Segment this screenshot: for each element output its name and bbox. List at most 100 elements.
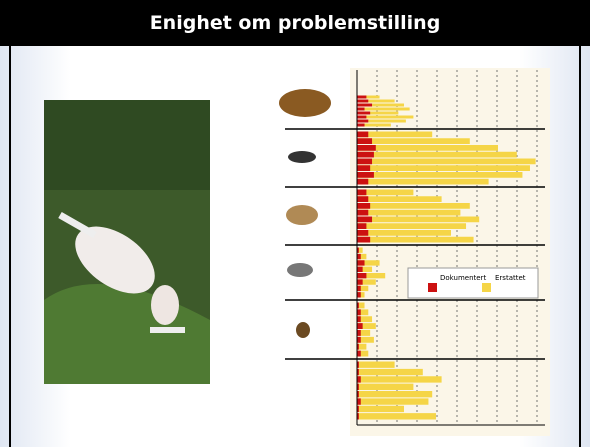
bar — [357, 391, 359, 398]
legend-label: Erstattet — [495, 274, 526, 282]
bar — [357, 336, 374, 343]
bar — [357, 302, 359, 309]
bar — [357, 285, 369, 292]
bar — [357, 343, 367, 350]
bar — [357, 292, 361, 298]
bar — [357, 189, 414, 196]
bar — [357, 279, 363, 285]
bar — [357, 323, 376, 329]
bar — [357, 247, 363, 253]
bar — [357, 260, 365, 266]
bar — [357, 123, 365, 127]
bar — [357, 368, 423, 376]
bar — [357, 216, 480, 223]
bar — [357, 368, 359, 376]
bar — [357, 236, 371, 243]
bar — [357, 138, 470, 144]
bar — [357, 189, 367, 196]
bar — [357, 383, 359, 390]
bar — [357, 253, 367, 260]
bar — [357, 107, 365, 111]
bar — [357, 247, 359, 253]
bar — [357, 209, 369, 216]
bar — [357, 131, 369, 138]
bar — [357, 330, 361, 336]
bar — [357, 95, 367, 99]
bar — [357, 376, 442, 383]
bar — [357, 383, 414, 390]
bar — [357, 398, 429, 405]
bar — [357, 230, 369, 236]
bar — [357, 316, 373, 323]
bar — [357, 131, 433, 138]
bar — [357, 99, 369, 103]
bar — [357, 302, 365, 309]
bar — [357, 279, 376, 285]
bar — [357, 266, 363, 272]
bar — [357, 111, 399, 115]
bar — [357, 336, 361, 343]
legend-box: Erstattet Dokumentert — [407, 267, 539, 299]
bar — [357, 209, 461, 216]
bar — [357, 309, 369, 316]
bar — [357, 260, 380, 266]
slide-title: Enighet om problemstilling — [149, 12, 441, 34]
bar — [357, 103, 373, 107]
bar — [357, 145, 498, 151]
bar — [357, 203, 470, 209]
bar — [357, 236, 474, 243]
bar — [357, 223, 467, 229]
bar — [357, 350, 369, 357]
bar — [357, 266, 373, 272]
bar — [357, 330, 371, 336]
bar — [357, 138, 373, 144]
bar — [357, 115, 367, 119]
bar — [357, 309, 361, 316]
bar — [357, 99, 395, 103]
slide-edge — [9, 46, 11, 447]
bar — [357, 376, 361, 383]
bar — [357, 230, 451, 236]
bar — [357, 405, 359, 413]
bar — [357, 216, 373, 223]
bar — [357, 103, 404, 107]
bar — [357, 203, 371, 209]
bar — [357, 405, 404, 413]
bar — [357, 123, 391, 127]
bar — [357, 158, 536, 165]
bar — [357, 273, 386, 279]
bar — [357, 115, 414, 119]
bar — [357, 172, 523, 178]
bar — [357, 145, 376, 151]
bar — [357, 158, 373, 165]
bar — [357, 196, 369, 202]
bar — [357, 178, 489, 185]
bar — [357, 398, 361, 405]
bar — [357, 119, 406, 123]
bar — [357, 107, 410, 111]
legend-label: Dokumentert — [440, 274, 486, 282]
bar — [357, 196, 442, 202]
bar — [357, 273, 367, 279]
chart — [279, 68, 550, 436]
bar — [357, 316, 361, 323]
bar — [357, 391, 433, 398]
bar — [357, 111, 371, 115]
bar — [357, 413, 359, 420]
photo — [44, 100, 210, 384]
bar — [357, 323, 363, 329]
bar — [357, 350, 361, 357]
bar — [357, 178, 369, 185]
bar — [357, 223, 367, 229]
bar — [357, 165, 371, 171]
bar — [357, 172, 374, 178]
bar — [357, 343, 359, 350]
bar — [357, 119, 369, 123]
bar — [357, 361, 359, 368]
bar — [357, 413, 436, 420]
bar — [357, 165, 530, 171]
bar — [357, 151, 517, 158]
slide-edge — [579, 46, 581, 447]
